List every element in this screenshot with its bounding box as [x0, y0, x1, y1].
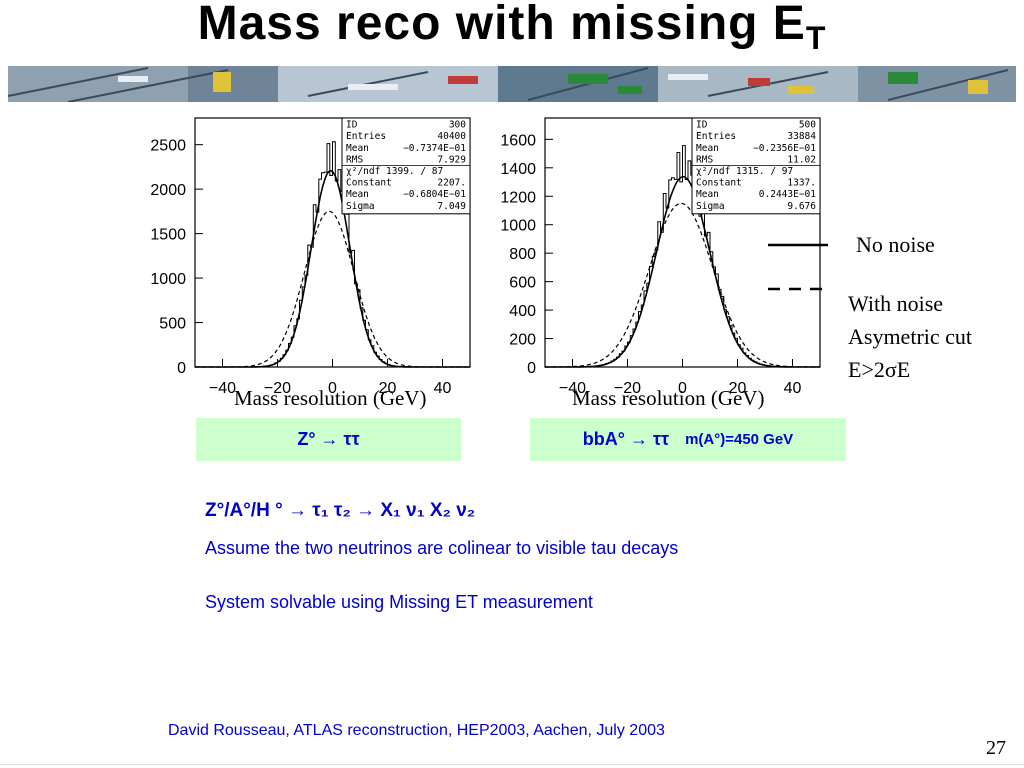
process-box-left: Z° → ττ [196, 418, 461, 461]
y-tick-label: 1400 [500, 161, 536, 178]
y-tick-label: 2500 [150, 138, 186, 155]
stats-value: 11.02 [787, 154, 816, 165]
y-tick-label: 500 [159, 316, 186, 333]
stats-key: Constant [346, 178, 392, 189]
stats-box: ID 500 Entries 33884 Mean −0.2356E−01 RMS 11.02… [691, 117, 821, 215]
stats-box-frame [691, 117, 821, 215]
stats-value: 0.2443E−01 [759, 189, 816, 200]
y-tick-label: 800 [509, 246, 536, 263]
process-label-left: Z° → ττ [297, 429, 360, 449]
stats-value: −0.6804E−01 [403, 189, 466, 200]
x-tick-label: 20 [729, 380, 747, 397]
process-box-right: bbA° → ττ m(A°)=450 GeV [530, 418, 846, 461]
stats-box-frame [341, 117, 471, 215]
histogram-left: 0 500 1000 1500 2000 2500 −40 −20 0 20 40 ID 300 Entr… [150, 117, 471, 397]
x-tick-label: 20 [379, 380, 397, 397]
stats-value: −0.7374E−01 [403, 143, 466, 154]
decay-chain-text: Z°/A°/H ° → τ₁ τ₂ → X₁ ν₁ X₂ ν₂ [205, 500, 476, 521]
x-tick-label: −40 [209, 380, 236, 397]
stats-value: 2207. [437, 178, 466, 189]
x-tick-label: −40 [559, 380, 586, 397]
stats-value: 7.049 [437, 201, 466, 212]
stats-key: ID [696, 120, 708, 131]
stats-key: χ²/ndf 1399. / 87 [346, 166, 443, 177]
y-tick-label: 0 [177, 360, 186, 377]
stats-value: 40400 [437, 131, 466, 142]
stats-value: 7.929 [437, 154, 466, 165]
legend-dashed-line1: With noise [848, 291, 944, 316]
legend-dashed-line [768, 287, 828, 291]
x-tick-label: 0 [328, 380, 337, 397]
bottom-divider [0, 764, 1024, 765]
stats-key: Sigma [346, 201, 375, 212]
x-tick-label: −20 [614, 380, 641, 397]
legend-solid-label: No noise [856, 232, 935, 257]
stats-key: ID [346, 120, 358, 131]
stats-key: RMS [346, 154, 363, 165]
stats-key: RMS [696, 154, 713, 165]
title-subscript: T [805, 20, 827, 56]
stats-key: Sigma [696, 201, 725, 212]
stats-key: Mean [696, 143, 719, 154]
stats-key: Constant [696, 178, 742, 189]
y-tick-label: 0 [527, 360, 536, 377]
footer-credit: David Rousseau, ATLAS reconstruction, HE… [168, 722, 665, 739]
process-mass-note: m(A°)=450 GeV [685, 431, 794, 448]
slide-title: Mass reco with missing ET [0, 0, 1024, 57]
stats-key: Mean [696, 189, 719, 200]
xlabel-left: Mass resolution (GeV) [234, 386, 427, 410]
stats-key: Mean [346, 143, 369, 154]
y-tick-label: 200 [509, 332, 536, 349]
detector-banner-image [8, 66, 1016, 102]
y-tick-label: 1600 [500, 132, 536, 149]
y-tick-label: 1000 [500, 218, 536, 235]
histogram-steps [195, 141, 470, 368]
curve-dashed [545, 202, 820, 368]
x-tick-label: 40 [434, 380, 452, 397]
y-tick-label: 600 [509, 275, 536, 292]
stats-key: Mean [346, 189, 369, 200]
legend-solid-line [768, 243, 828, 247]
process-label-right: bbA° → ττ [582, 429, 670, 449]
stats-key: χ²/ndf 1315. / 97 [696, 166, 793, 177]
body-line-1: Assume the two neutrinos are colinear to… [205, 538, 679, 558]
legend-dashed-line3: E>2σE [848, 357, 911, 382]
legend-dashed-label: With noise Asymetric cut E>2σE [848, 287, 972, 386]
x-tick-label: 40 [784, 380, 802, 397]
stats-key: Entries [346, 131, 386, 142]
stats-box: ID 300 Entries 40400 Mean −0.7374E−01 RMS 7.929… [341, 117, 471, 215]
histogram-right: 0 200 400 600 800 1000 1200 1400 1600 −40 −20 0 20 40… [500, 117, 821, 397]
page-number: 27 [986, 737, 1006, 759]
curve-dashed [195, 210, 470, 368]
stats-value: 9.676 [787, 201, 816, 212]
title-main: Mass reco with missing E [197, 0, 806, 50]
y-tick-label: 1200 [500, 189, 536, 206]
body-line-2: System solvable using Missing ET measure… [205, 592, 593, 612]
y-tick-label: 1500 [150, 227, 186, 244]
histogram-steps [545, 145, 820, 368]
y-tick-label: 1000 [150, 271, 186, 288]
legend-dashed-line2: Asymetric cut [848, 324, 973, 349]
x-tick-label: 0 [678, 380, 687, 397]
stats-value: 500 [799, 120, 816, 131]
stats-value: 300 [449, 120, 466, 131]
y-tick-label: 2000 [150, 182, 186, 199]
y-tick-label: 400 [509, 303, 536, 320]
stats-value: 33884 [787, 131, 816, 142]
stats-value: −0.2356E−01 [753, 143, 816, 154]
stats-value: 1337. [787, 178, 816, 189]
stats-key: Entries [696, 131, 736, 142]
xlabel-right: Mass resolution (GeV) [572, 386, 765, 410]
x-tick-label: −20 [264, 380, 291, 397]
